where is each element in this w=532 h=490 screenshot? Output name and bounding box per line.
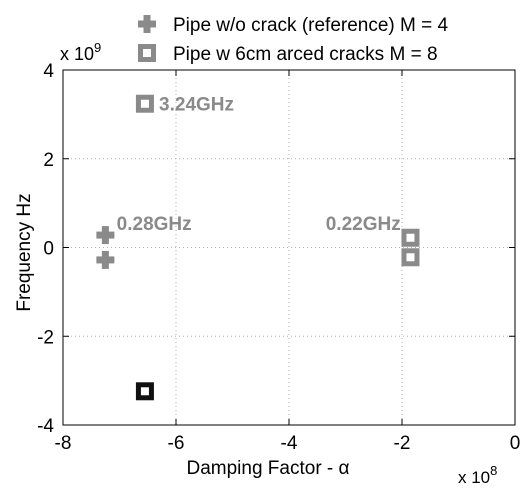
y-tick-label: -2	[37, 327, 54, 348]
data-point	[401, 248, 420, 267]
data-point	[135, 94, 154, 113]
data-point	[96, 226, 115, 245]
x-axis-label: Damping Factor - α	[186, 458, 349, 479]
x-tick-label: -2	[394, 433, 411, 454]
data-points	[96, 94, 420, 401]
x-tick-label: -4	[281, 433, 298, 454]
x-tick-label: -6	[168, 433, 185, 454]
legend-marker-square	[138, 44, 156, 62]
data-point	[135, 382, 154, 401]
y-tick-label: 4	[43, 61, 54, 82]
legend-marker-plus	[138, 15, 156, 33]
y-tick-label: 2	[43, 150, 54, 171]
legend: Pipe w/o crack (reference) M = 4 Pipe w 6…	[138, 15, 449, 65]
legend-label: Pipe w/o crack (reference) M = 4	[173, 15, 449, 36]
y-axis-exponent: x 109	[60, 40, 101, 64]
x-axis-exponent: x 108	[458, 463, 497, 487]
annotation-label: 0.28GHz	[117, 214, 192, 235]
y-axis-label: Frequency Hz	[14, 193, 35, 311]
data-point	[401, 228, 420, 247]
annotation-label: 0.22GHz	[326, 214, 401, 235]
y-tick-label: 0	[43, 239, 54, 260]
annotations: 3.24GHz 0.28GHz 0.22GHz	[117, 95, 401, 235]
x-tick-label: 0	[510, 433, 521, 454]
data-point	[96, 250, 115, 269]
y-tick-label: -4	[37, 416, 54, 437]
x-tick-label: -8	[55, 433, 72, 454]
grid-lines	[63, 70, 515, 425]
axis-ticks: -8 -6 -4 -2 0 -4 -2 0 2 4	[37, 61, 520, 454]
legend-label: Pipe w 6cm arced cracks M = 8	[173, 44, 438, 65]
annotation-label: 3.24GHz	[159, 95, 234, 116]
